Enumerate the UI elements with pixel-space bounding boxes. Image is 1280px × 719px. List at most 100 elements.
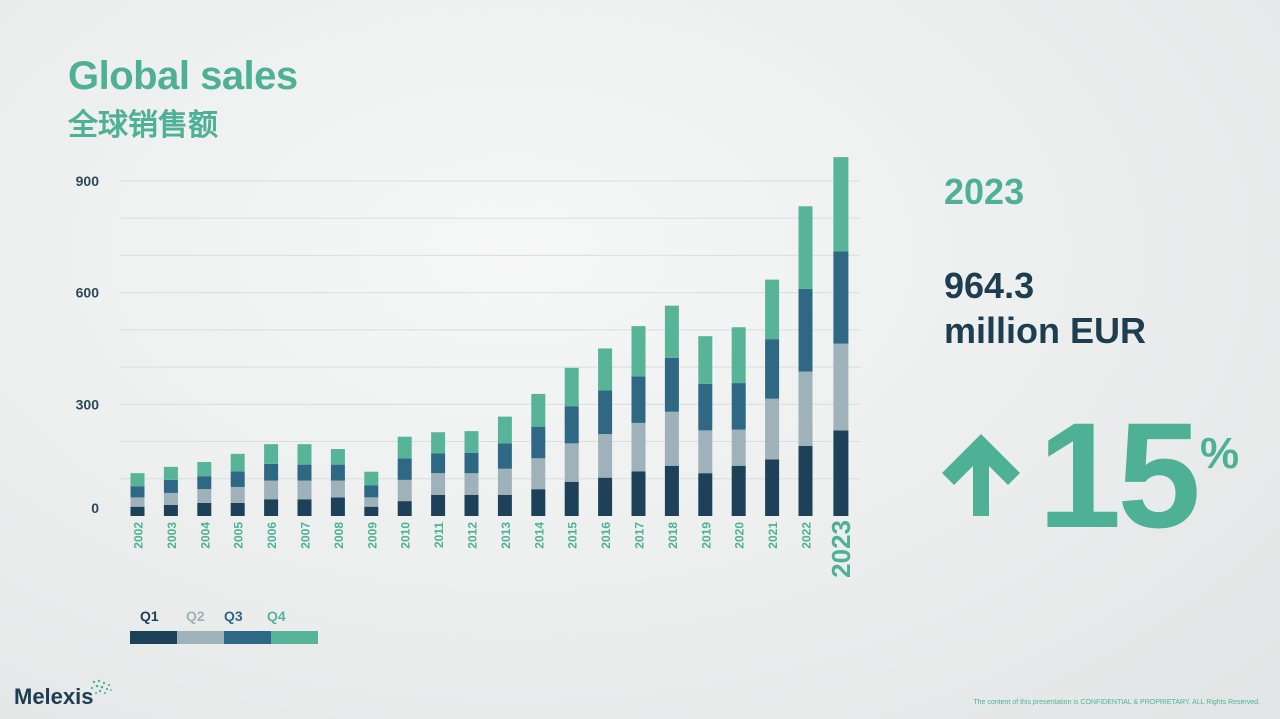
bar-2020-q4 bbox=[731, 327, 746, 384]
x-tick-label: 2009 bbox=[365, 522, 379, 549]
bar-2011-q3 bbox=[431, 453, 446, 474]
x-tick-label: 2010 bbox=[399, 522, 413, 549]
bar-2009-q4 bbox=[364, 471, 379, 486]
bar-2019-q4 bbox=[698, 336, 713, 384]
x-tick-label: 2011 bbox=[432, 522, 446, 548]
arrow-up-icon bbox=[942, 434, 1020, 516]
bar-2010-q1 bbox=[397, 501, 412, 516]
x-tick-label: 2008 bbox=[332, 522, 346, 549]
bar-2017-q4 bbox=[631, 326, 646, 377]
bar-2004-q1 bbox=[197, 502, 212, 516]
bar-2021-q3 bbox=[765, 339, 780, 399]
bar-2003-q1 bbox=[163, 504, 178, 516]
bar-2007-q2 bbox=[297, 480, 312, 500]
x-tick-label: 2007 bbox=[299, 522, 313, 549]
x-tick-label: 2022 bbox=[800, 522, 814, 549]
melexis-logo-icon bbox=[90, 679, 112, 694]
bar-2023-q4 bbox=[833, 157, 849, 252]
bar-2002-q2 bbox=[130, 497, 145, 507]
bar-2003-q2 bbox=[163, 492, 178, 505]
bar-2023-q1 bbox=[833, 430, 849, 516]
y-ticks: 0 300 600 900 bbox=[76, 173, 100, 516]
bar-2004-q3 bbox=[197, 476, 212, 490]
bar-2005-q4 bbox=[230, 453, 245, 472]
bar-2012-q2 bbox=[464, 473, 479, 495]
x-tick-label: 2020 bbox=[733, 522, 747, 549]
bar-2013-q2 bbox=[497, 468, 512, 495]
bar-2019-q2 bbox=[698, 430, 713, 474]
bar-2013-q4 bbox=[497, 416, 512, 444]
bar-2004-q2 bbox=[197, 489, 212, 503]
bar-2007-q3 bbox=[297, 464, 312, 481]
x-tick-label: 2016 bbox=[599, 522, 613, 549]
bar-2011-q2 bbox=[431, 473, 446, 495]
kpi-unit: million EUR bbox=[944, 310, 1147, 351]
bar-2010-q4 bbox=[397, 436, 412, 459]
bar-2003-q3 bbox=[163, 479, 178, 493]
kpi-value: 964.3 bbox=[944, 265, 1035, 306]
legend-swatch-q1 bbox=[130, 631, 177, 644]
bar-2002-q3 bbox=[130, 486, 145, 498]
bar-2006-q4 bbox=[264, 444, 279, 464]
bar-2022-q1 bbox=[798, 446, 813, 516]
bar-2012-q1 bbox=[464, 494, 479, 516]
bar-2016-q2 bbox=[598, 434, 613, 478]
bar-2009-q3 bbox=[364, 485, 379, 498]
bar-2023-q3 bbox=[833, 251, 849, 344]
x-tick-label: 2014 bbox=[532, 522, 546, 549]
x-tick-label: 2012 bbox=[466, 522, 480, 549]
growth-unit: % bbox=[1200, 429, 1240, 478]
bar-2015-q3 bbox=[564, 406, 579, 444]
bar-2014-q3 bbox=[531, 426, 546, 459]
bar-2002-q1 bbox=[130, 506, 145, 516]
x-tick-label: 2023 bbox=[826, 520, 856, 578]
bar-2008-q3 bbox=[330, 464, 345, 481]
bar-2005-q3 bbox=[230, 471, 245, 487]
bar-2022-q2 bbox=[798, 371, 813, 447]
bar-2022-q3 bbox=[798, 288, 813, 372]
x-tick-label: 2013 bbox=[499, 522, 513, 549]
x-tick-label: 2018 bbox=[666, 522, 680, 549]
x-tick-label: 2005 bbox=[232, 522, 246, 549]
bar-2012-q3 bbox=[464, 452, 479, 474]
bar-2011-q1 bbox=[431, 494, 446, 516]
bar-2008-q2 bbox=[330, 480, 345, 498]
bar-2014-q4 bbox=[531, 393, 546, 427]
bar-2015-q1 bbox=[564, 481, 579, 516]
growth-value: 15 bbox=[1038, 391, 1201, 559]
x-tick-label: 2019 bbox=[699, 522, 713, 549]
bar-2018-q1 bbox=[664, 465, 679, 516]
bar-2008-q1 bbox=[330, 497, 345, 516]
grid-lines bbox=[120, 180, 860, 480]
bar-2018-q3 bbox=[664, 357, 679, 412]
bar-2006-q2 bbox=[264, 480, 279, 500]
y-tick-label: 300 bbox=[76, 396, 100, 412]
legend-label-q3: Q3 bbox=[224, 608, 243, 624]
bar-2006-q3 bbox=[264, 463, 279, 481]
bars bbox=[130, 157, 849, 516]
bar-2015-q2 bbox=[564, 443, 579, 482]
legend-label-q4: Q4 bbox=[267, 608, 286, 624]
bar-2019-q1 bbox=[698, 473, 713, 516]
bar-2020-q2 bbox=[731, 429, 746, 466]
x-tick-label: 2017 bbox=[633, 522, 647, 549]
bar-2008-q4 bbox=[330, 448, 345, 465]
bar-2014-q1 bbox=[531, 489, 546, 516]
page-title: Global sales bbox=[68, 54, 298, 98]
bar-2013-q1 bbox=[497, 494, 512, 516]
bar-2016-q3 bbox=[598, 390, 613, 435]
bar-2004-q4 bbox=[197, 462, 212, 477]
x-tick-label: 2003 bbox=[165, 522, 179, 549]
bar-2021-q2 bbox=[765, 398, 780, 460]
x-tick-label: 2006 bbox=[265, 522, 279, 549]
bar-2023-q2 bbox=[833, 343, 849, 431]
x-tick-label: 2002 bbox=[132, 522, 146, 549]
bar-2009-q2 bbox=[364, 497, 379, 507]
bar-2022-q4 bbox=[798, 206, 813, 289]
bar-2005-q1 bbox=[230, 502, 245, 516]
x-tick-label: 2004 bbox=[198, 522, 212, 549]
bar-2017-q3 bbox=[631, 376, 646, 423]
bar-2016-q4 bbox=[598, 348, 613, 391]
bar-2011-q4 bbox=[431, 432, 446, 454]
